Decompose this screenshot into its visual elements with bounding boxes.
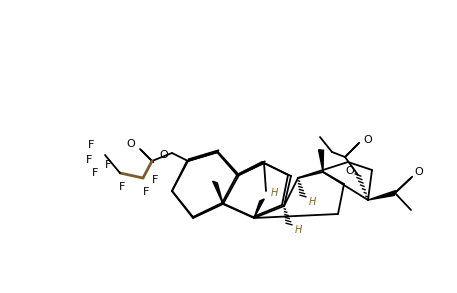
Polygon shape bbox=[319, 150, 324, 172]
Text: F: F bbox=[119, 182, 125, 192]
Text: H: H bbox=[308, 197, 316, 207]
Text: O: O bbox=[414, 167, 423, 177]
Text: O: O bbox=[364, 135, 372, 145]
Polygon shape bbox=[368, 190, 396, 200]
Text: F: F bbox=[152, 175, 158, 185]
Text: H: H bbox=[294, 225, 302, 235]
Text: F: F bbox=[105, 160, 111, 170]
Text: F: F bbox=[143, 187, 149, 197]
Text: F: F bbox=[86, 155, 92, 165]
Polygon shape bbox=[213, 181, 223, 204]
Text: O: O bbox=[127, 139, 135, 149]
Polygon shape bbox=[254, 199, 264, 218]
Text: F: F bbox=[92, 168, 98, 178]
Text: O: O bbox=[345, 166, 354, 176]
Text: O: O bbox=[159, 150, 168, 160]
Text: F: F bbox=[88, 140, 94, 150]
Text: H: H bbox=[270, 188, 278, 198]
